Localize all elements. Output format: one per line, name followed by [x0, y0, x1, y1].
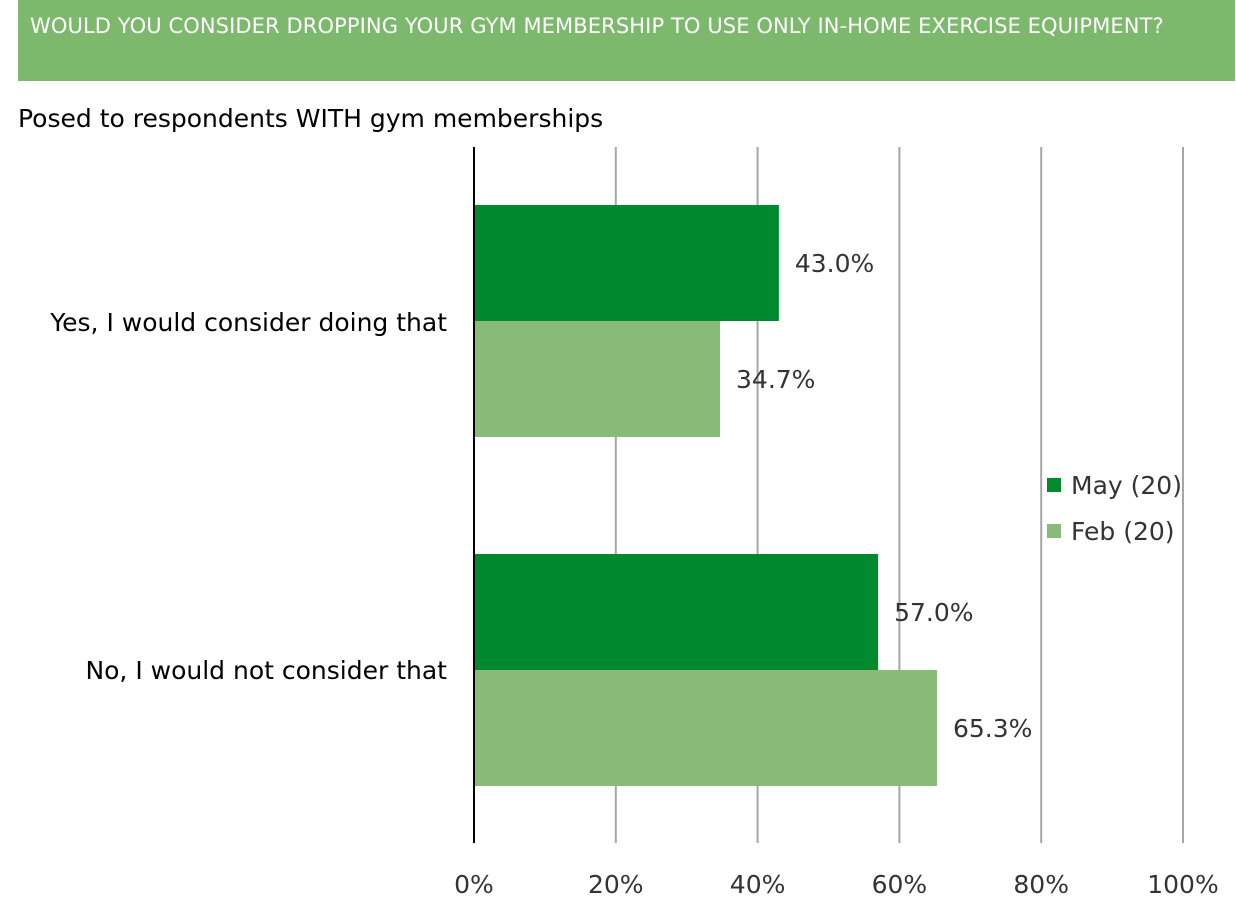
- data-label: 57.0%: [894, 598, 973, 627]
- legend-swatch-feb: [1047, 524, 1061, 538]
- data-label: 34.7%: [736, 365, 815, 394]
- legend-item-feb: Feb (20): [1047, 508, 1182, 554]
- bars: [474, 205, 937, 786]
- bar-may: [474, 554, 879, 670]
- x-tick-label: 100%: [1147, 870, 1218, 899]
- x-tick-label: 60%: [872, 870, 928, 899]
- bar-may: [474, 205, 779, 321]
- x-tick-label: 20%: [588, 870, 644, 899]
- chart-subtitle: Posed to respondents WITH gym membership…: [18, 104, 604, 133]
- bar-feb: [474, 670, 937, 786]
- category-label: No, I would not consider that: [85, 656, 447, 685]
- legend: May (20) Feb (20): [1047, 462, 1182, 554]
- data-label: 65.3%: [953, 714, 1032, 743]
- legend-label-may: May (20): [1071, 470, 1182, 500]
- x-tick-label: 80%: [1013, 870, 1069, 899]
- legend-label-feb: Feb (20): [1071, 516, 1175, 546]
- data-label: 43.0%: [795, 249, 874, 278]
- x-tick-label: 0%: [454, 870, 494, 899]
- x-tick-label: 40%: [730, 870, 786, 899]
- category-label: Yes, I would consider doing that: [49, 308, 447, 337]
- chart-title-banner: WOULD YOU CONSIDER DROPPING YOUR GYM MEM…: [18, 0, 1235, 81]
- legend-swatch-may: [1047, 478, 1061, 492]
- labels: 0% 20% 40% 60% 80% 100% 43.0% 57.0% 34.7% 65.3% Ye…: [49, 249, 1219, 899]
- legend-item-may: May (20): [1047, 462, 1182, 508]
- bar-feb: [474, 321, 721, 437]
